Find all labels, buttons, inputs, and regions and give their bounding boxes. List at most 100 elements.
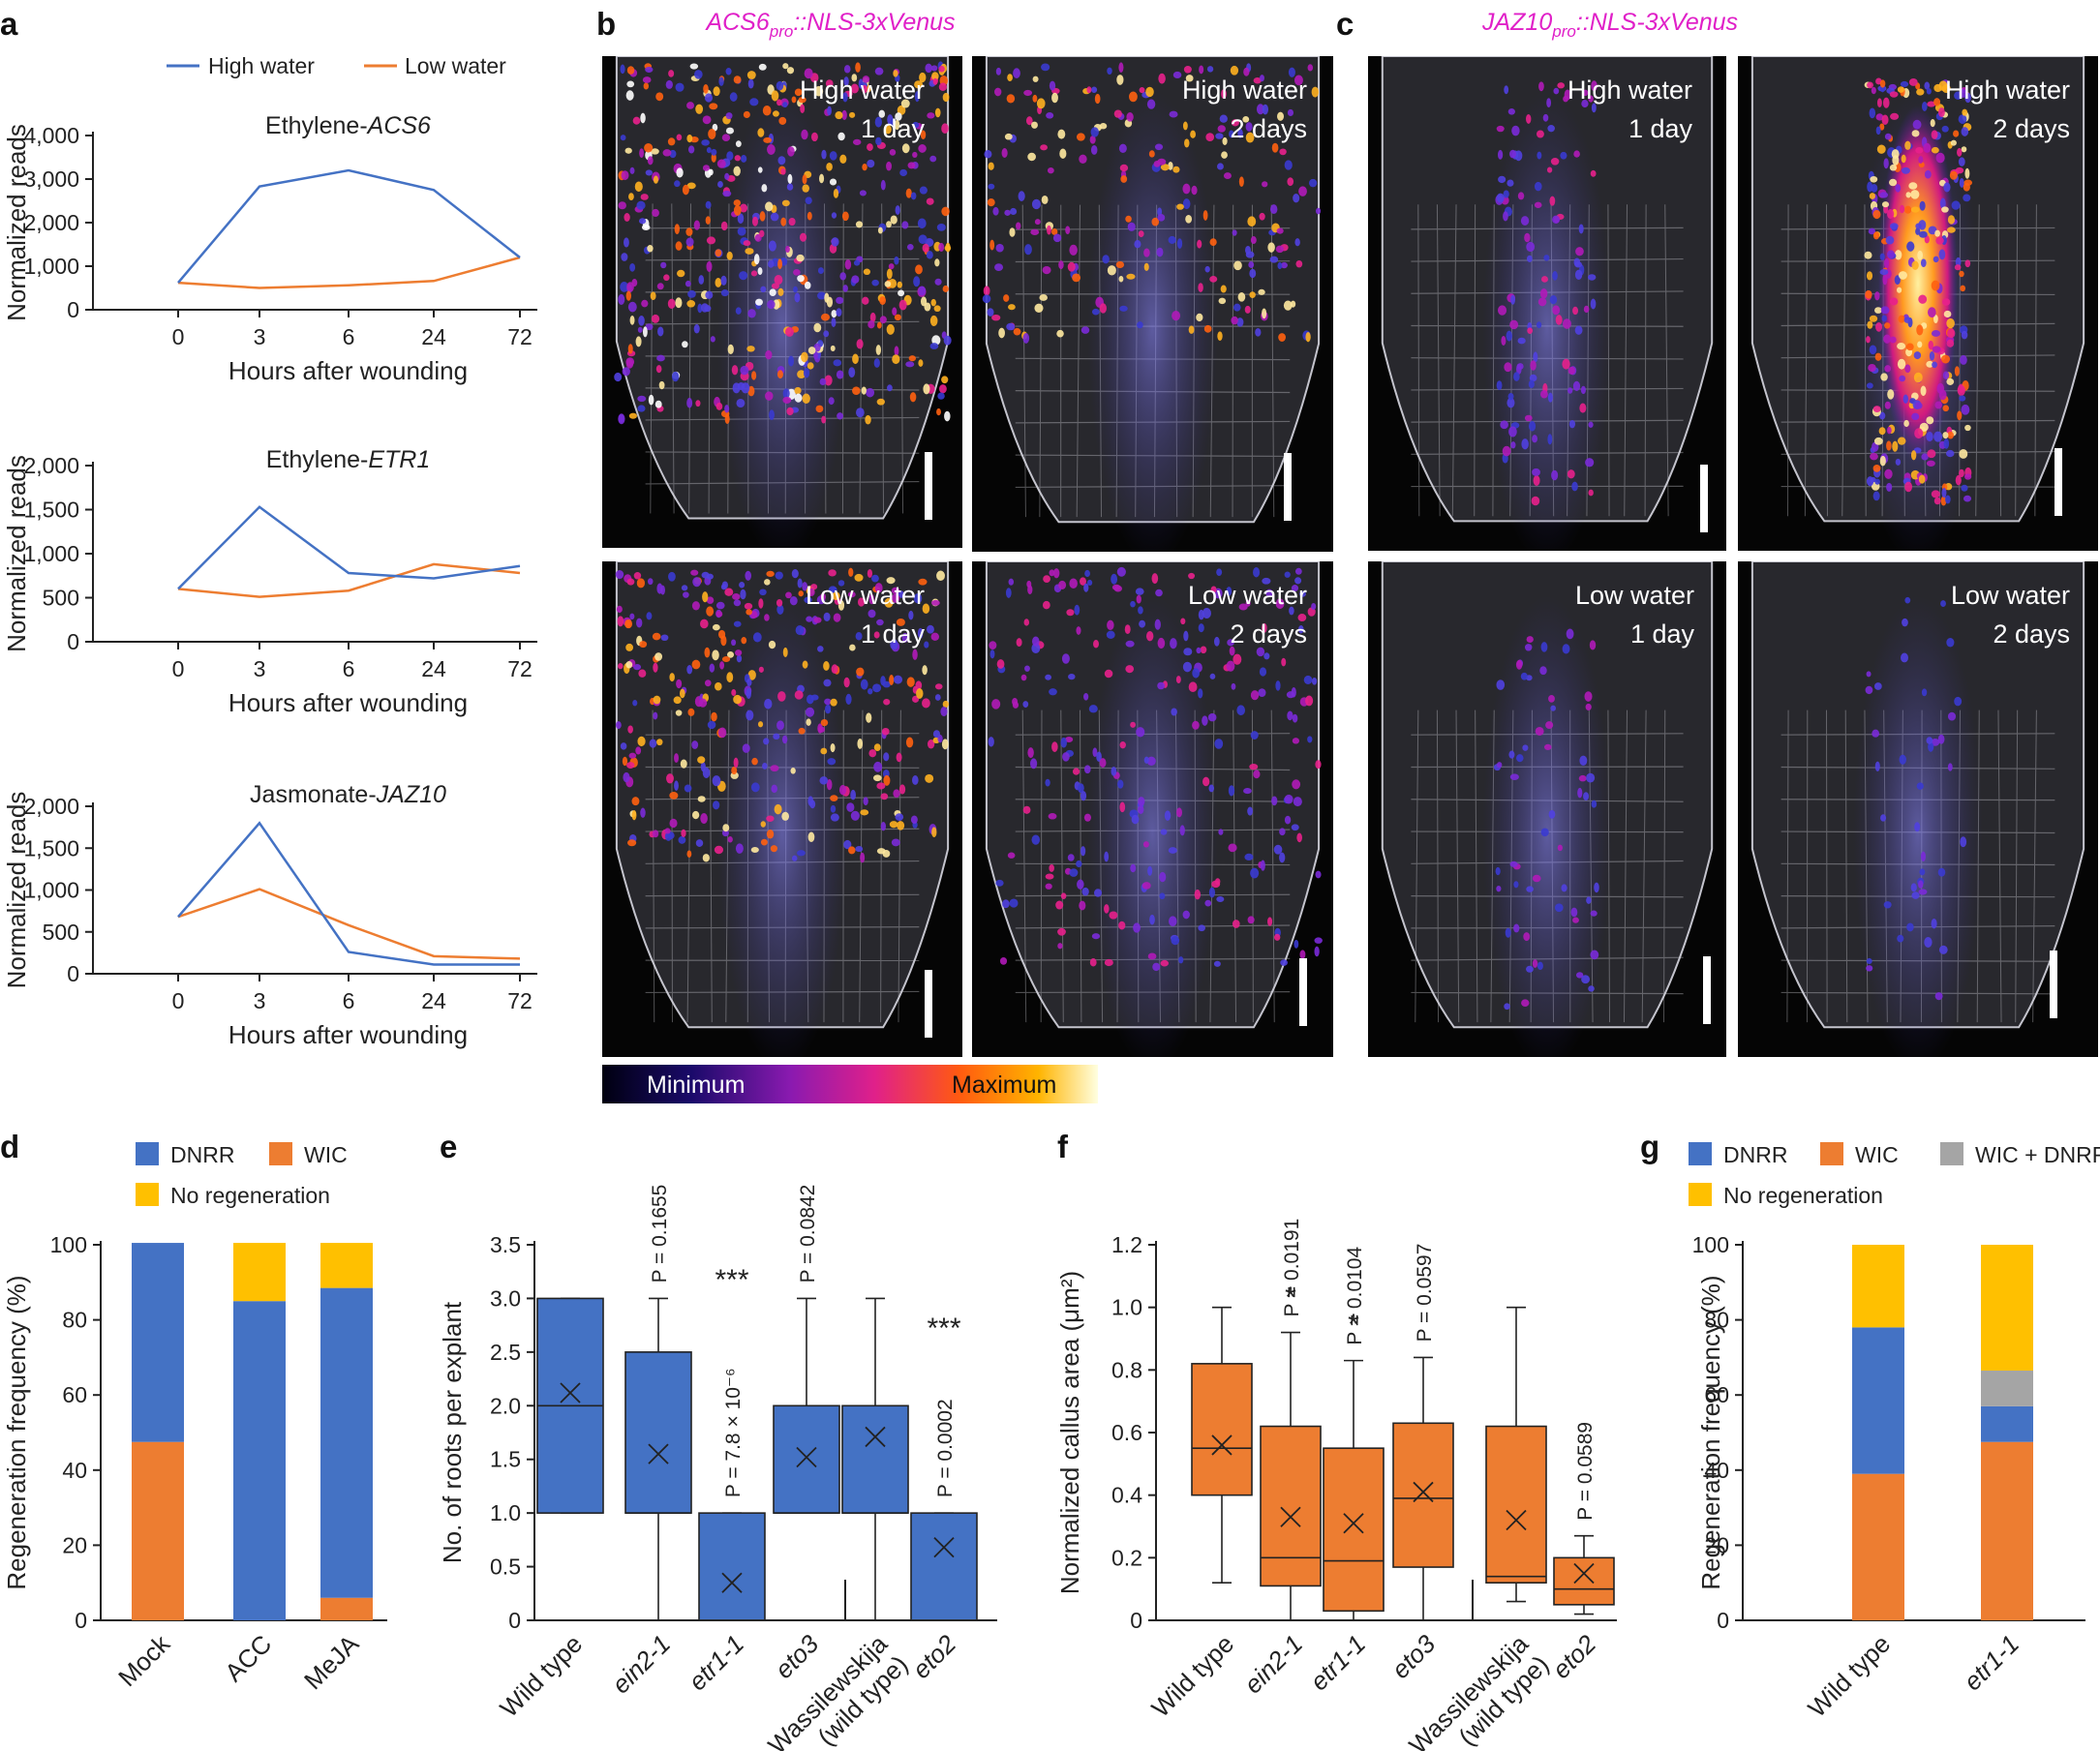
series-line-low-water <box>177 256 521 289</box>
box-iqr <box>1553 1556 1615 1606</box>
y-tick-label: 60 <box>1704 1382 1729 1407</box>
box-iqr <box>1392 1422 1454 1568</box>
y-tick-label: 0.4 <box>1111 1483 1142 1508</box>
legend-label-wic: WIC <box>304 1142 348 1167</box>
box-eto2 <box>910 1512 978 1621</box>
box-iqr <box>841 1404 909 1514</box>
micro-jaz10-low-2days: Low water 2 days <box>1738 561 2098 1057</box>
bar-dnrr <box>233 1301 286 1620</box>
x-tick-label: 0 <box>172 656 185 681</box>
y-axis-label: Regeneration frequency (%) <box>1696 1275 1725 1589</box>
x-tick-label: 6 <box>343 324 355 349</box>
y-tick-label: 0.2 <box>1111 1545 1142 1570</box>
mean-marker <box>865 1426 886 1448</box>
y-tick-label: 0.5 <box>490 1555 521 1580</box>
nuclei <box>988 566 1323 972</box>
bar-no-regeneration <box>320 1243 373 1288</box>
p-value-label: P = 0.0589 <box>1574 1422 1597 1521</box>
box-iqr <box>1260 1425 1322 1587</box>
legend-label-high-water: High water <box>208 53 315 78</box>
box-iqr <box>773 1404 840 1514</box>
mean-marker <box>1573 1562 1595 1585</box>
image-label-time: 1 day <box>861 114 926 143</box>
micro-acs6-high-1day: High water 1 day <box>602 56 962 548</box>
x-tick-label: ein2-1 <box>606 1629 676 1699</box>
box-plot-e: 0 0.5 1.0 1.5 2.0 2.5 3.0 3.5 No. of roots per e… <box>438 1185 997 1751</box>
y-tick-label: 0 <box>67 961 79 986</box>
y-tick-label: 20 <box>1704 1532 1729 1557</box>
y-tick-label: 0 <box>508 1608 521 1633</box>
scale-bar <box>1700 465 1708 532</box>
p-value-label: P = 0.0002 <box>934 1399 957 1497</box>
y-tick-label: 80 <box>62 1308 87 1333</box>
nuclei <box>614 61 952 425</box>
image-label-condition: High water <box>1945 75 2070 105</box>
y-tick-label: 2,000 <box>23 794 79 819</box>
colorbar-gradient <box>602 1065 1098 1103</box>
y-tick-label: 100 <box>1692 1232 1729 1257</box>
y-tick-label: 1.2 <box>1111 1232 1142 1257</box>
y-tick-label: 0 <box>67 297 79 322</box>
y-tick-label: 4,000 <box>23 123 79 148</box>
mean-marker <box>560 1382 581 1404</box>
box-plot-f: 0 0.2 0.4 0.6 0.8 1.0 1.2 Normalized callus are… <box>1055 1219 1617 1751</box>
image-label-time: 2 days <box>1993 114 2070 143</box>
significance-stars: * <box>1348 1309 1359 1341</box>
image-label-condition: Low water <box>1188 581 1307 610</box>
x-tick-label: etr1-1 <box>683 1629 749 1696</box>
bar-wic-dnrr <box>1981 1370 2033 1406</box>
scale-bar <box>1284 453 1292 521</box>
bar-wic <box>1852 1473 1904 1620</box>
x-tick-label: Wild type <box>494 1629 588 1723</box>
y-axis-label: Regeneration frequency (%) <box>2 1275 31 1589</box>
x-tick-label: etr1-1 <box>1304 1629 1371 1696</box>
colorbar: Minimum Maximum <box>602 1065 1098 1103</box>
x-tick-label: Wild type <box>1802 1629 1896 1723</box>
nuclei <box>1864 77 1973 506</box>
y-tick-label: 500 <box>43 920 79 945</box>
p-value-label: P = 0.1655 <box>649 1185 671 1283</box>
x-tick-label: ein2-1 <box>1238 1629 1308 1699</box>
p-value-label: P = 0.0191 <box>1281 1219 1303 1317</box>
panel-label-c: c <box>1336 6 1354 42</box>
box-iqr <box>624 1351 692 1514</box>
micro-jaz10-high-1day: High water 1 day <box>1368 56 1726 551</box>
bar-no-regeneration <box>1852 1245 1904 1328</box>
x-axis-label: Hours after wounding <box>228 356 468 385</box>
panel-a-legend: High water Low water <box>167 53 506 78</box>
legend-label-wic: WIC <box>1855 1142 1899 1167</box>
nuclei <box>982 62 1322 344</box>
legend-swatch-wic-dnrr <box>1940 1142 1963 1165</box>
chart-title: Jasmonate-JAZ10 <box>250 781 446 808</box>
x-tick-label: 6 <box>343 988 355 1013</box>
p-value-label: P = 0.0842 <box>797 1185 819 1283</box>
legend-label-dnrr: DNRR <box>1723 1142 1787 1167</box>
scale-bar <box>925 452 932 520</box>
x-tick-label: Mock <box>112 1628 176 1692</box>
y-tick-label: 0 <box>1717 1608 1729 1633</box>
panel-label-e: e <box>440 1129 457 1164</box>
image-label-time: 2 days <box>1993 619 2070 649</box>
x-tick-label: 3 <box>254 324 266 349</box>
y-tick-label: 0 <box>75 1608 87 1633</box>
bar-dnrr <box>132 1243 184 1442</box>
scale-bar <box>1703 956 1711 1024</box>
image-label-condition: High water <box>1182 75 1307 105</box>
y-tick-label: 20 <box>62 1532 87 1557</box>
y-tick-label: 2,000 <box>23 210 79 235</box>
box-etr1-1 <box>698 1512 766 1621</box>
y-tick-label: 3.0 <box>490 1285 521 1311</box>
legend-label-wic-dnrr: WIC + DNRR <box>1975 1142 2100 1167</box>
image-label-time: 1 day <box>1630 619 1695 649</box>
legend-swatch-dnrr <box>136 1142 159 1165</box>
y-tick-label: 1,000 <box>23 878 79 903</box>
y-tick-label: 0.8 <box>1111 1357 1142 1382</box>
vascular-stalk <box>1482 595 1612 1057</box>
x-tick-label: 3 <box>254 988 266 1013</box>
x-tick-label: 0 <box>172 324 185 349</box>
micro-acs6-low-2days: Low water 2 days <box>972 561 1333 1057</box>
y-tick-label: 0 <box>1130 1608 1142 1633</box>
bar-dnrr <box>320 1287 373 1598</box>
